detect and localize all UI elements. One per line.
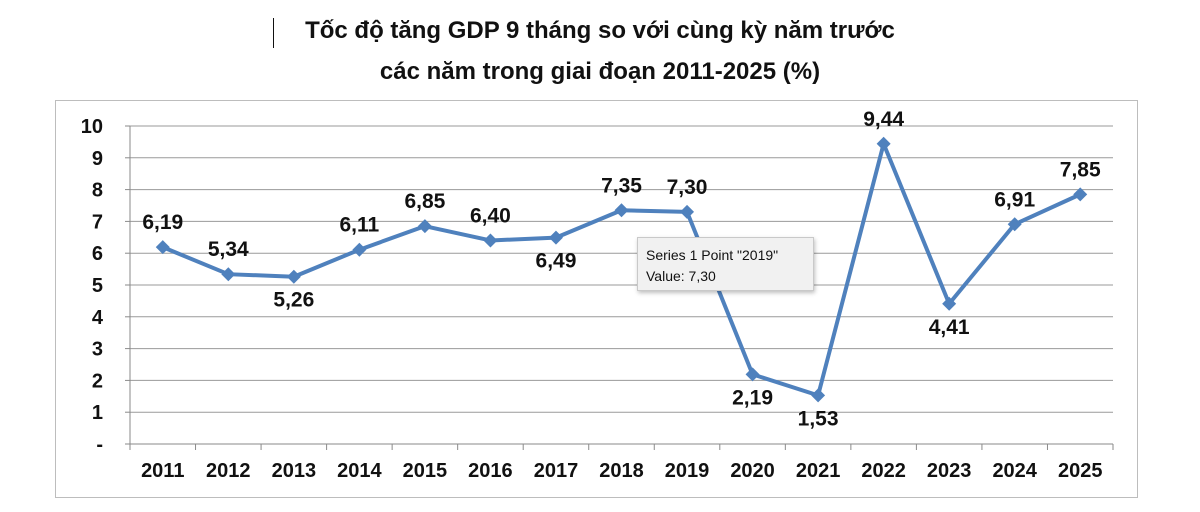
data-point-marker xyxy=(286,269,301,284)
data-label: 6,11 xyxy=(340,214,380,237)
data-label: 7,35 xyxy=(601,174,642,197)
data-point-marker xyxy=(942,296,957,311)
x-tick-label: 2024 xyxy=(992,460,1037,482)
data-point-marker xyxy=(1007,217,1022,232)
data-label: 2,19 xyxy=(732,386,773,409)
data-point-marker xyxy=(417,219,432,234)
x-tick-label: 2018 xyxy=(599,460,644,482)
data-point-marker xyxy=(221,267,236,282)
data-label: 4,41 xyxy=(929,316,970,339)
data-point-marker xyxy=(483,233,498,248)
tooltip-series-point: Series 1 Point "2019" xyxy=(646,247,779,263)
data-label: 6,85 xyxy=(404,190,445,213)
y-tick-label: 5 xyxy=(92,275,103,297)
y-tick-label: 3 xyxy=(92,339,103,361)
x-tick-label: 2023 xyxy=(927,460,972,482)
data-label: 5,26 xyxy=(273,289,314,312)
data-point-marker xyxy=(745,367,760,382)
y-tick-label: 9 xyxy=(92,148,103,170)
x-tick-label: 2012 xyxy=(206,460,251,482)
y-tick-label: - xyxy=(96,434,103,456)
data-label: 5,34 xyxy=(208,238,249,261)
x-tick-label: 2019 xyxy=(665,460,710,482)
data-point-tooltip: Series 1 Point "2019" Value: 7,30 xyxy=(637,237,814,291)
data-point-marker xyxy=(614,203,629,218)
data-label: 7,30 xyxy=(667,176,708,199)
x-tick-label: 2020 xyxy=(730,460,775,482)
y-tick-label: 4 xyxy=(92,307,104,329)
data-point-marker xyxy=(811,388,826,403)
y-tick-label: 6 xyxy=(92,243,103,265)
data-point-marker xyxy=(548,230,563,245)
x-tick-label: 2022 xyxy=(861,460,906,482)
x-tick-label: 2017 xyxy=(534,460,579,482)
x-tick-label: 2013 xyxy=(272,460,317,482)
x-tick-label: 2011 xyxy=(141,460,184,482)
x-tick-label: 2015 xyxy=(403,460,448,482)
x-tick-label: 2016 xyxy=(468,460,513,482)
data-point-marker xyxy=(155,240,170,255)
tooltip-value: Value: 7,30 xyxy=(646,268,716,284)
x-tick-label: 2014 xyxy=(337,460,382,482)
data-point-marker xyxy=(1073,187,1088,202)
x-tick-label: 2021 xyxy=(796,460,841,482)
data-label: 6,19 xyxy=(142,211,183,234)
data-point-marker xyxy=(352,242,367,257)
y-tick-label: 10 xyxy=(81,116,103,138)
data-point-marker xyxy=(680,204,695,219)
data-label: 9,44 xyxy=(863,108,904,131)
y-tick-label: 2 xyxy=(92,370,103,392)
y-tick-label: 1 xyxy=(92,402,103,424)
data-label: 6,49 xyxy=(536,250,577,273)
y-tick-label: 8 xyxy=(92,180,103,202)
data-point-marker xyxy=(876,136,891,151)
y-tick-label: 7 xyxy=(92,211,103,233)
x-tick-label: 2025 xyxy=(1058,460,1103,482)
data-label: 1,53 xyxy=(798,407,839,430)
chart-title-line-1: Tốc độ tăng GDP 9 tháng so với cùng kỳ n… xyxy=(305,17,895,44)
data-label: 7,85 xyxy=(1060,158,1101,181)
chart-area-border xyxy=(55,100,1138,498)
text-cursor xyxy=(273,18,274,48)
chart-title-line-2: các năm trong giai đoạn 2011-2025 (%) xyxy=(379,58,821,85)
data-label: 6,40 xyxy=(470,204,511,227)
data-label: 6,91 xyxy=(994,188,1035,211)
